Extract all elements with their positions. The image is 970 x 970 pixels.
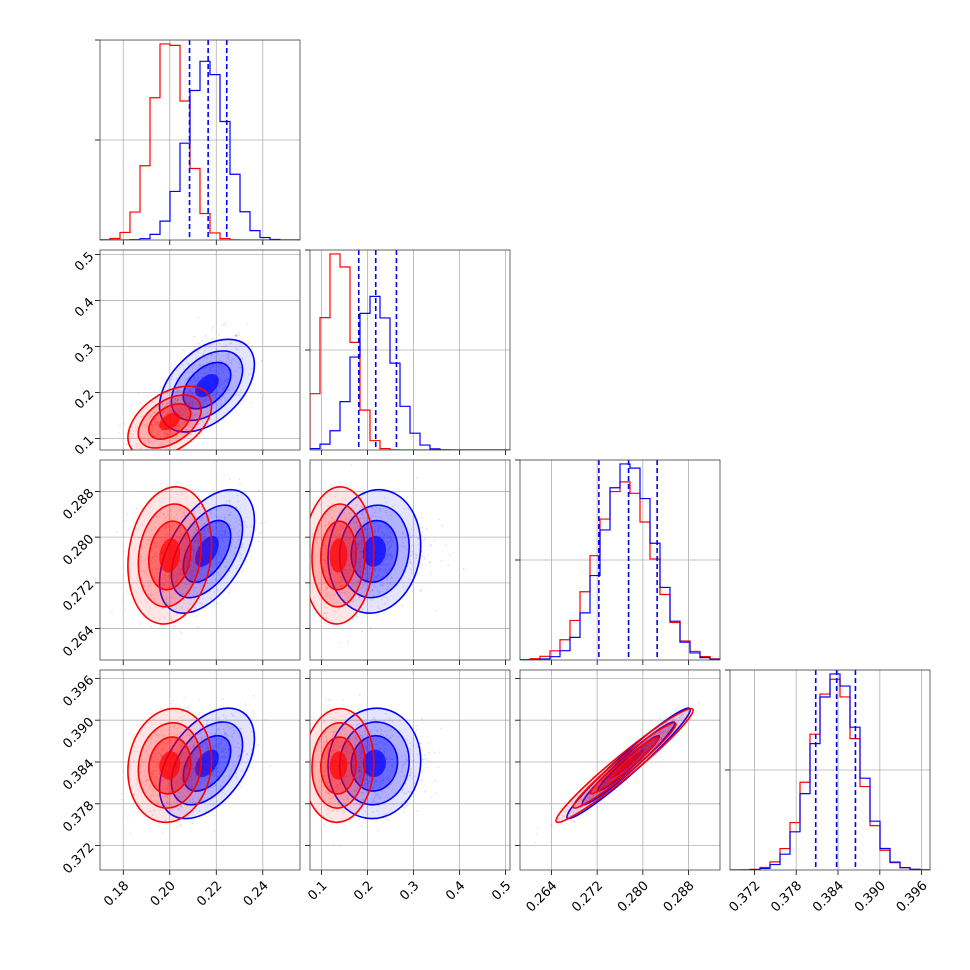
panel-frame bbox=[99, 459, 301, 661]
x-tick-label: 0.18 bbox=[101, 878, 132, 909]
panel-2-0: 0.264 0.272 0.280 0.288 bbox=[60, 459, 301, 665]
y-tick-label: 0.272 bbox=[60, 578, 97, 615]
y-tick-label: 0.1 bbox=[72, 433, 97, 458]
y-tick-label: 0.390 bbox=[60, 715, 97, 752]
x-tick-label: 0.1 bbox=[305, 878, 330, 903]
histogram-blue bbox=[100, 60, 300, 240]
x-tick-label: 0.288 bbox=[661, 878, 698, 915]
contours-blue bbox=[158, 338, 256, 433]
histogram-blue bbox=[310, 295, 510, 450]
x-tick-label: 0.390 bbox=[852, 878, 889, 915]
x-tick-label: 0.272 bbox=[569, 878, 606, 915]
y-tick-label: 0.372 bbox=[60, 840, 97, 877]
y-tick-label: 0.2 bbox=[72, 387, 97, 412]
x-tick-label: 0.372 bbox=[727, 878, 764, 915]
y-tick-label: 0.5 bbox=[72, 249, 97, 274]
x-tick-label: 0.3 bbox=[397, 878, 422, 903]
x-tick-label: 0.4 bbox=[443, 878, 468, 903]
panel-frame bbox=[519, 669, 721, 871]
y-tick-label: 0.384 bbox=[60, 757, 97, 794]
x-tick-label: 0.20 bbox=[148, 878, 179, 909]
panel-frame bbox=[99, 249, 301, 451]
x-tick-label: 0.24 bbox=[241, 878, 272, 909]
x-tick-label: 0.5 bbox=[489, 878, 514, 903]
panel-frame bbox=[309, 249, 511, 451]
contours-blue bbox=[158, 707, 256, 820]
contours-red bbox=[127, 707, 213, 824]
y-tick-label: 0.4 bbox=[72, 295, 97, 320]
y-tick-label: 0.3 bbox=[72, 341, 97, 366]
y-tick-label: 0.280 bbox=[60, 532, 97, 569]
panel-3-1: 0.1 0.2 0.3 0.4 0.5 bbox=[305, 669, 514, 904]
y-tick-label: 0.264 bbox=[60, 623, 97, 660]
histogram-red bbox=[730, 678, 930, 870]
panel-3-2: 0.264 0.272 0.280 0.288 bbox=[515, 669, 721, 915]
x-tick-label: 0.384 bbox=[810, 878, 847, 915]
contours-red bbox=[310, 707, 375, 824]
panel-frame bbox=[99, 669, 301, 871]
contours-red bbox=[310, 486, 375, 625]
contours-red bbox=[127, 385, 213, 450]
panel-frame bbox=[309, 459, 511, 661]
x-tick-label: 0.22 bbox=[194, 878, 225, 909]
histogram-blue bbox=[520, 463, 720, 660]
panel-frame bbox=[99, 39, 301, 241]
y-tick-label: 0.288 bbox=[60, 486, 97, 523]
x-tick-label: 0.264 bbox=[524, 878, 561, 915]
panel-3-0: 0.372 0.378 0.384 0.390 0.396 0.18 0.20 0.22 0.2… bbox=[60, 669, 301, 910]
panel-1-0: 0.1 0.2 0.3 0.4 0.5 bbox=[72, 249, 301, 458]
y-tick-label: 0.396 bbox=[60, 673, 97, 710]
contours-red bbox=[127, 486, 213, 625]
panel-2-2 bbox=[515, 459, 721, 665]
panel-frame bbox=[309, 669, 511, 871]
x-tick-label: 0.396 bbox=[894, 878, 931, 915]
x-tick-label: 0.2 bbox=[351, 878, 376, 903]
panel-2-1 bbox=[305, 459, 511, 665]
x-tick-label: 0.378 bbox=[768, 878, 805, 915]
panel-frame bbox=[519, 459, 721, 661]
panel-0-0 bbox=[95, 39, 301, 245]
histogram-blue bbox=[730, 673, 930, 870]
contours-red bbox=[555, 707, 694, 824]
histogram-red bbox=[520, 481, 720, 660]
histogram-red bbox=[310, 253, 510, 450]
panel-3-3: 0.372 0.378 0.384 0.390 0.396 bbox=[725, 669, 931, 915]
y-tick-label: 0.378 bbox=[60, 798, 97, 835]
contours-blue bbox=[158, 488, 256, 614]
panel-1-1 bbox=[305, 249, 511, 455]
x-tick-label: 0.280 bbox=[615, 878, 652, 915]
panel-frame bbox=[729, 669, 931, 871]
